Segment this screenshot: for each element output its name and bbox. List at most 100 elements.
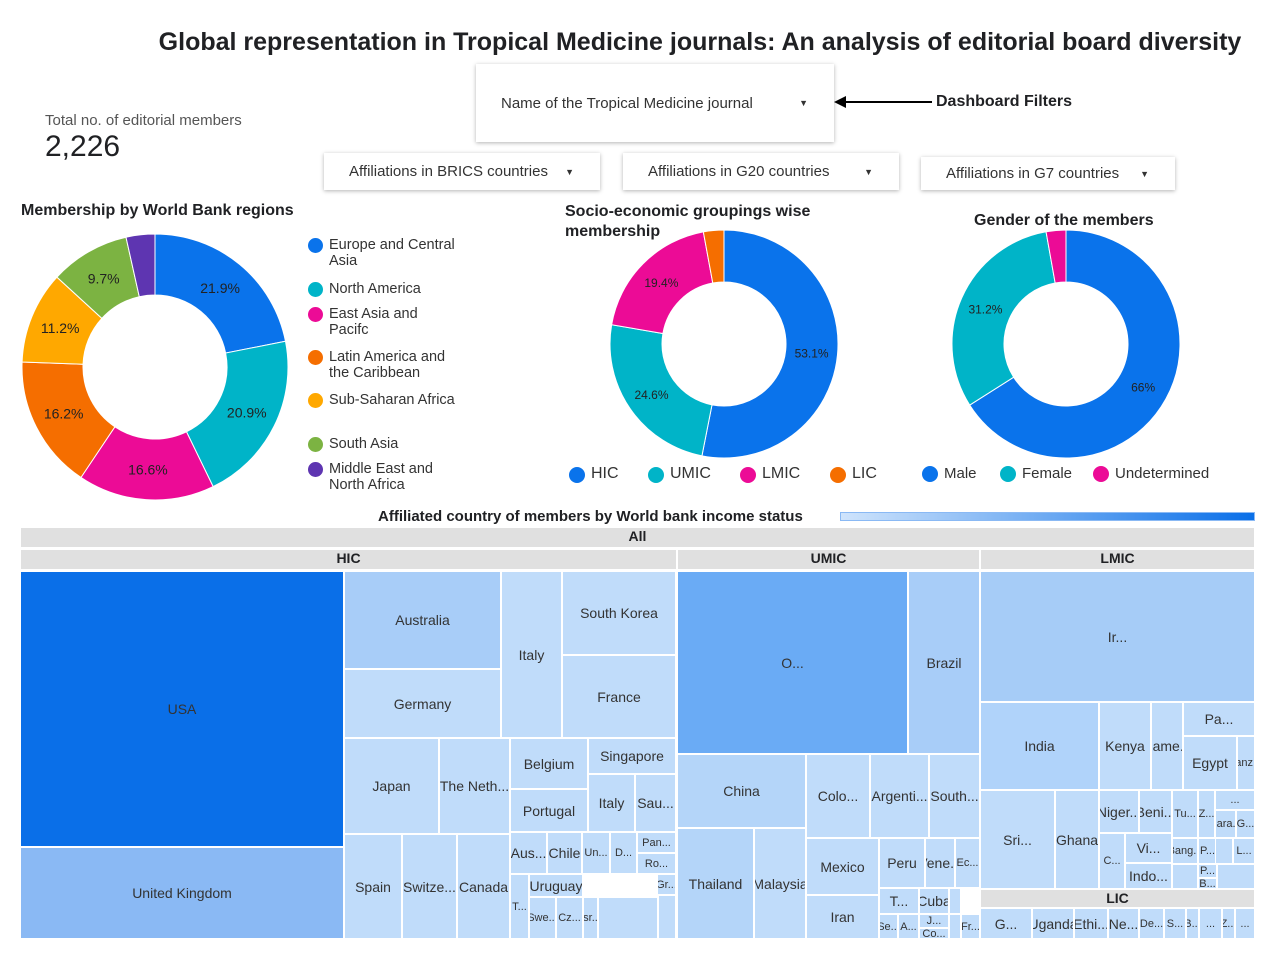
treemap-cell[interactable]: Argenti... — [870, 754, 929, 838]
treemap-cell[interactable]: Co... — [919, 928, 949, 939]
legend-item[interactable]: Europe and Central Asia — [308, 237, 458, 269]
treemap-cell[interactable]: Vi... — [1125, 833, 1172, 863]
pie-slice[interactable] — [125, 233, 156, 298]
legend-item[interactable]: North America — [308, 281, 458, 297]
treemap-cell[interactable]: Egypt — [1183, 736, 1237, 790]
treemap-lic-header[interactable]: LIC — [980, 889, 1255, 908]
treemap-cell-small[interactable] — [1172, 864, 1198, 889]
treemap-cell[interactable]: Indo... — [1125, 863, 1172, 889]
treemap-cell[interactable]: United Kingdom — [20, 847, 344, 939]
treemap-cell[interactable]: B... — [1186, 908, 1199, 939]
treemap-cell[interactable]: Ghana — [1055, 790, 1099, 889]
treemap-cell[interactable]: Ec... — [955, 838, 980, 888]
treemap-cell[interactable]: South Korea — [562, 571, 676, 655]
treemap-cell[interactable]: T... — [879, 888, 919, 914]
treemap-cell[interactable]: Kenya — [1099, 702, 1151, 790]
legend-item[interactable]: LIC — [830, 465, 877, 483]
legend-item[interactable]: Latin America and the Caribbean — [308, 349, 458, 381]
treemap-cell-small[interactable] — [949, 914, 961, 939]
treemap-cell[interactable]: Tu... — [1172, 790, 1198, 838]
treemap-hic-header[interactable]: HIC — [20, 549, 677, 570]
treemap-cell[interactable]: The Neth... — [439, 738, 510, 834]
treemap-cell[interactable]: G... — [980, 908, 1032, 939]
treemap-cell[interactable]: Beni... — [1139, 790, 1172, 833]
treemap-cell[interactable]: O... — [677, 571, 908, 754]
treemap-cell[interactable]: Australia — [344, 571, 501, 669]
treemap-cell[interactable]: France — [562, 655, 676, 738]
treemap-cell[interactable]: Japan — [344, 738, 439, 834]
treemap-cell[interactable]: Vene... — [925, 838, 955, 888]
treemap-cell[interactable]: Germany — [344, 669, 501, 738]
treemap-cell[interactable]: J... — [919, 914, 949, 928]
pie-slice[interactable] — [609, 324, 713, 457]
legend-item[interactable]: Female — [1000, 465, 1072, 482]
treemap-cell[interactable]: Belgium — [510, 738, 588, 789]
legend-item[interactable]: Undetermined — [1093, 465, 1209, 482]
treemap-cell[interactable]: Colo... — [806, 754, 870, 838]
treemap-umic-header[interactable]: UMIC — [677, 549, 980, 570]
treemap-cell[interactable]: Uganda — [1032, 908, 1074, 939]
treemap-cell[interactable]: Tanz... — [1237, 736, 1255, 790]
treemap-cell[interactable]: Niger... — [1099, 790, 1139, 833]
treemap-cell[interactable]: Uruguay — [529, 874, 583, 897]
treemap-cell[interactable]: Brazil — [908, 571, 980, 754]
treemap-cell[interactable]: Peru — [879, 838, 925, 888]
treemap-cell[interactable]: Iran — [806, 895, 879, 939]
treemap-cell[interactable]: Fr... — [961, 914, 980, 939]
treemap-cell-small[interactable] — [1217, 864, 1255, 889]
treemap-cell[interactable]: De... — [1139, 908, 1164, 939]
legend-item[interactable]: Sub-Saharan Africa — [308, 392, 458, 408]
treemap-cell[interactable]: Swe... — [529, 897, 556, 939]
treemap-cell[interactable]: Cuba — [919, 888, 949, 914]
treemap-cell[interactable]: A... — [898, 914, 919, 939]
treemap-cell[interactable]: Gr... — [657, 874, 676, 895]
treemap-cell[interactable]: Bang... — [1172, 838, 1198, 864]
treemap-cell[interactable]: S... — [1164, 908, 1186, 939]
treemap-root-header[interactable]: All — [20, 527, 1255, 548]
treemap-cell[interactable]: G... — [1236, 810, 1255, 838]
treemap-cell[interactable]: Sau... — [635, 774, 676, 832]
treemap-cell[interactable]: Ethi... — [1074, 908, 1108, 939]
treemap-cell[interactable]: Sri... — [980, 790, 1055, 889]
treemap-cell[interactable]: USA — [20, 571, 344, 847]
treemap-lmic-header[interactable]: LMIC — [980, 549, 1255, 570]
treemap-cell[interactable]: Switze... — [402, 834, 457, 939]
treemap-cell[interactable]: Ro... — [637, 853, 676, 874]
pie-slice[interactable] — [154, 233, 287, 354]
treemap-cell[interactable]: Ne... — [1108, 908, 1139, 939]
treemap-cell[interactable]: Cz... — [556, 897, 583, 939]
treemap-cell-small[interactable] — [658, 895, 676, 939]
legend-item[interactable]: East Asia and Pacifc — [308, 306, 458, 338]
pie-slice[interactable] — [969, 229, 1181, 459]
legend-item[interactable]: South Asia — [308, 436, 458, 452]
treemap-cell[interactable]: Z... — [1222, 908, 1235, 939]
treemap-cell[interactable]: Pan... — [637, 832, 676, 853]
treemap-cell[interactable]: T... — [510, 874, 529, 939]
treemap-cell[interactable]: ... — [1235, 908, 1255, 939]
pie-slice[interactable] — [1045, 229, 1067, 284]
treemap-cell[interactable]: Isr... — [583, 897, 598, 939]
journal-filter-dropdown[interactable]: Name of the Tropical Medicine journal ▼ — [476, 64, 834, 142]
legend-item[interactable]: Middle East and North Africa — [308, 461, 458, 493]
pie-slice[interactable] — [185, 340, 289, 488]
treemap-cell-small[interactable] — [1215, 838, 1233, 864]
treemap-cell-small[interactable] — [598, 897, 658, 939]
treemap-cell[interactable]: L... — [1233, 838, 1255, 864]
treemap-cell[interactable]: D... — [610, 832, 637, 874]
treemap-cell[interactable]: ... — [1199, 908, 1222, 939]
legend-item[interactable]: UMIC — [648, 465, 711, 483]
brics-filter-dropdown[interactable]: Affiliations in BRICS countries ▼ — [324, 153, 600, 190]
treemap-cell[interactable]: Aus... — [510, 832, 547, 874]
legend-item[interactable]: Male — [922, 465, 977, 482]
g7-filter-dropdown[interactable]: Affiliations in G7 countries ▼ — [921, 157, 1175, 190]
treemap-cell[interactable]: Chile — [547, 832, 582, 874]
treemap-cell[interactable]: Un... — [582, 832, 610, 874]
treemap-cell[interactable]: India — [980, 702, 1099, 790]
treemap-cell[interactable]: Ir... — [980, 571, 1255, 702]
treemap-cell[interactable]: Singapore — [588, 738, 676, 774]
treemap-cell[interactable]: Portugal — [510, 789, 588, 832]
legend-item[interactable]: LMIC — [740, 465, 800, 483]
treemap-cell[interactable]: Malaysia — [754, 828, 806, 939]
g20-filter-dropdown[interactable]: Affiliations in G20 countries ▼ — [623, 153, 899, 190]
treemap-cell[interactable]: ... — [1215, 790, 1255, 810]
